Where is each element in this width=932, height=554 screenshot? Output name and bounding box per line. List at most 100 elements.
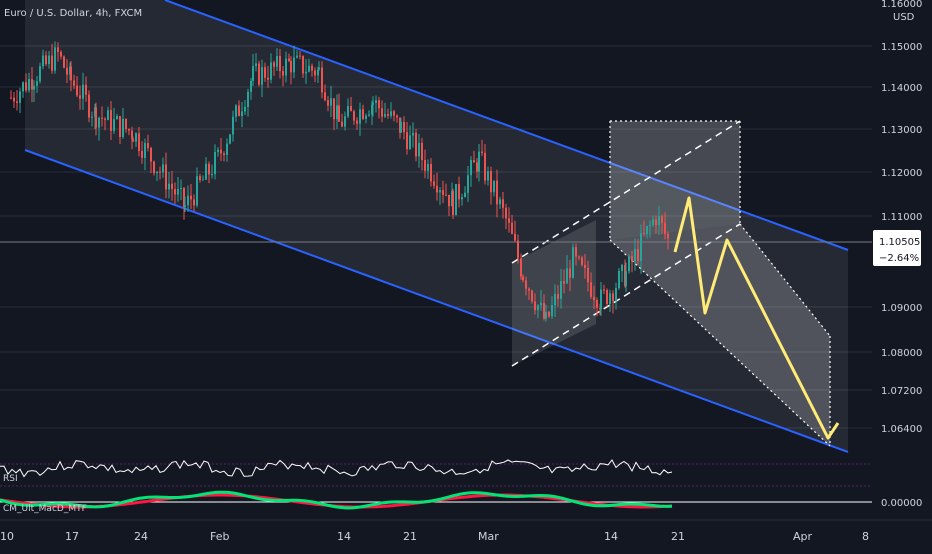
candle-body <box>427 164 429 171</box>
candle-body <box>587 267 589 283</box>
candle-body <box>264 67 266 78</box>
channel-upper-line[interactable] <box>164 0 849 251</box>
candle-body <box>282 71 284 76</box>
time-tick: 10 <box>0 530 14 543</box>
candle-body <box>649 224 651 227</box>
candle-body <box>180 188 182 190</box>
candle-body <box>603 289 605 291</box>
candle-body <box>131 130 133 139</box>
candle-body <box>279 55 281 72</box>
candle-body <box>229 134 231 144</box>
candle-body <box>273 62 275 67</box>
candle-body <box>667 233 669 239</box>
time-tick: 14 <box>337 530 351 543</box>
candle-body <box>362 109 364 119</box>
candle-body <box>217 149 219 153</box>
candle-body <box>98 117 100 128</box>
candle-body <box>177 189 179 195</box>
candle-body <box>208 163 210 175</box>
candle-body <box>511 222 513 234</box>
candle-body <box>144 143 146 158</box>
candle-body <box>116 116 118 120</box>
rising-channel-lower[interactable] <box>511 223 741 367</box>
candle-body <box>618 270 620 289</box>
candle-body <box>330 98 332 106</box>
candle-body <box>652 219 654 225</box>
candle-body <box>267 77 269 80</box>
time-tick: 14 <box>604 530 618 543</box>
channel-lower-line[interactable] <box>24 149 849 453</box>
candle-body <box>637 248 639 261</box>
candle-body <box>350 106 352 112</box>
candle-body <box>333 98 335 120</box>
candle-body <box>235 105 237 117</box>
candle-body <box>45 55 47 65</box>
candle-body <box>296 55 298 58</box>
time-tick: Mar <box>478 530 499 543</box>
candle-body <box>631 256 633 262</box>
candle-body <box>211 174 213 176</box>
candle-body <box>534 301 536 311</box>
candle-body <box>79 95 81 99</box>
time-tick: 21 <box>403 530 417 543</box>
candle-body <box>455 184 457 216</box>
candle-body <box>244 106 246 112</box>
candle-body <box>199 176 201 181</box>
candle-body <box>621 265 623 271</box>
candle-body <box>606 289 608 305</box>
price-tick: 1.12000 <box>881 168 922 179</box>
candle-body <box>467 175 469 193</box>
time-tick: Apr <box>793 530 813 543</box>
candle-body <box>415 132 417 157</box>
candle-body <box>141 150 143 158</box>
candle-body <box>540 302 542 306</box>
candle-body <box>575 247 577 257</box>
price-tick: 1.07200 <box>881 386 922 397</box>
candle-body <box>171 183 173 190</box>
candle-body <box>525 280 527 289</box>
candle-body <box>490 171 492 193</box>
candle-body <box>557 294 559 299</box>
candle-body <box>135 133 137 142</box>
candle-body <box>318 67 320 70</box>
candle-body <box>487 171 489 181</box>
candle-body <box>412 132 414 136</box>
candle-body <box>593 296 595 301</box>
candle-body <box>436 185 438 193</box>
candle-body <box>590 282 592 297</box>
candle-body <box>646 226 648 234</box>
candle-body <box>461 197 463 200</box>
projection-path[interactable] <box>673 196 840 440</box>
candle-body <box>543 302 545 319</box>
candle-body <box>104 118 106 120</box>
candle-body <box>596 300 598 308</box>
rising-channel-upper[interactable] <box>511 120 741 264</box>
candle-body <box>159 171 161 173</box>
candle-body <box>110 110 112 131</box>
candle-body <box>658 216 660 226</box>
candle-body <box>305 71 307 74</box>
candle-body <box>76 85 78 96</box>
candle-body <box>125 118 127 130</box>
candle-body <box>476 162 478 172</box>
candle-body <box>448 194 450 207</box>
candle-body <box>153 161 155 174</box>
candle-body <box>452 191 454 216</box>
candle-body <box>270 62 272 80</box>
candle-body <box>384 114 386 117</box>
candle-body <box>464 192 466 198</box>
candle-body <box>365 115 367 119</box>
candle-body <box>28 79 30 91</box>
candle-body <box>13 97 15 102</box>
candle-body <box>418 142 420 157</box>
candle-body <box>122 118 124 138</box>
candle-body <box>572 247 574 278</box>
candle-body <box>375 100 377 103</box>
time-tick: 24 <box>134 530 148 543</box>
candle-body <box>288 58 290 61</box>
candle-body <box>48 55 50 65</box>
candle-body <box>147 143 149 148</box>
current-price-badge[interactable] <box>873 230 921 266</box>
